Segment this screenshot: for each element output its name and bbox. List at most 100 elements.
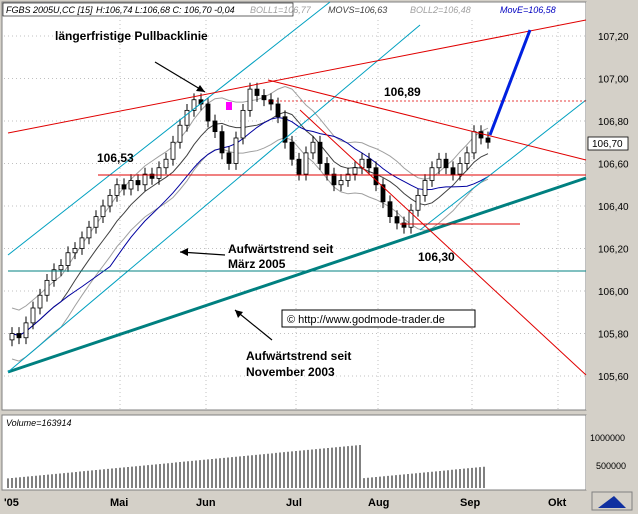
candle-body: [79, 237, 85, 249]
price-tick-label: 107,00: [598, 75, 629, 86]
candle-body: [212, 120, 218, 133]
volume-tick-1000000: 1000000: [590, 433, 625, 443]
price-tick-label: 106,00: [598, 287, 629, 298]
candle-body: [107, 194, 113, 207]
price-tick-label: 106,60: [598, 160, 629, 171]
candle-body: [275, 103, 281, 118]
moving-average-simple: [11, 111, 489, 337]
candle-body: [100, 205, 106, 218]
candle-body: [268, 99, 274, 105]
price-axis: 107,20 107,00 106,80 106,60 106,40 106,20 106,…: [598, 32, 629, 383]
candle-body: [415, 194, 421, 211]
candle-body: [457, 163, 463, 175]
candle-body: [471, 131, 477, 154]
copyright-box: [281, 309, 476, 328]
candle-body: [401, 222, 407, 228]
candle-body: [65, 252, 71, 266]
nov-arrow-line: [234, 309, 273, 341]
volume-axis: 1000000 500000: [590, 433, 626, 471]
pullback-line: [7, 19, 587, 134]
volume-axis-panel: [586, 415, 636, 490]
level-10653-label: 106,53: [97, 151, 134, 165]
candle-body: [170, 141, 176, 160]
trend-lines: [7, 1, 587, 376]
header-move: MovE=106,58: [500, 5, 556, 15]
candle-body: [366, 158, 372, 169]
channel-upper-line: [7, 1, 331, 256]
nov-arrow-head: [235, 310, 243, 318]
candle-body: [86, 226, 92, 239]
forecast-arrow-shaft: [488, 29, 532, 136]
candle-body: [30, 307, 36, 324]
trend-march-label-2: März 2005: [228, 257, 286, 271]
volume-panel: [1, 414, 587, 491]
candle-body: [408, 209, 414, 228]
header-boll1: BOLL1=106,77: [250, 5, 312, 15]
steep-down-line: [299, 109, 587, 376]
candle-body: [23, 322, 29, 339]
candle-body: [331, 173, 337, 186]
candle-body: [219, 131, 225, 154]
candle-body: [51, 269, 57, 281]
candle-body: [191, 99, 197, 111]
time-label-aug: Aug: [368, 497, 389, 509]
candle-body: [149, 173, 155, 179]
last-price-marker: 106,70: [587, 136, 629, 151]
pullback-label: längerfristige Pullbacklinie: [55, 29, 208, 43]
time-label-okt: Okt: [548, 497, 567, 509]
time-label-jun: Jun: [196, 497, 216, 509]
candle-body: [422, 180, 428, 196]
candle-body: [247, 88, 253, 111]
header-box: [2, 2, 294, 17]
candle-body: [373, 167, 379, 186]
candle-body: [464, 152, 470, 164]
volume-label: Volume=163914: [6, 418, 71, 428]
candle-body: [303, 152, 309, 175]
candle-body: [443, 158, 449, 169]
candle-body: [352, 167, 358, 175]
header-symbol: FGBS 2005U,CC [15]: [6, 5, 93, 15]
copyright-link[interactable]: © http://www.godmode-trader.de: [287, 314, 445, 326]
candle-body: [240, 109, 246, 139]
price-tick-label: 106,40: [598, 202, 629, 213]
candle-body: [44, 279, 50, 296]
level-10689-label: 106,89: [384, 85, 421, 99]
candle-body: [478, 131, 484, 139]
last-price-box: [587, 136, 629, 151]
candle-body: [72, 248, 78, 254]
long-uptrend-line: [7, 176, 587, 374]
candle-body: [345, 173, 351, 181]
price-tick-label: 105,80: [598, 330, 629, 341]
last-price-text: 106,70: [592, 139, 623, 150]
candle-body: [205, 103, 211, 122]
pullback-arrow-head: [196, 85, 205, 92]
candle-body: [296, 158, 302, 175]
candle-body: [58, 265, 64, 271]
candle-body: [338, 180, 344, 186]
candle-body: [9, 333, 15, 341]
resistance-down-line: [267, 79, 587, 161]
pullback-arrow-line: [154, 61, 206, 93]
candle-body: [282, 116, 288, 143]
price-tick-label: 106,80: [598, 117, 629, 128]
candle-body: [450, 167, 456, 175]
trend-march-label-1: Aufwärtstrend seit: [228, 242, 333, 256]
candle-body: [121, 184, 127, 190]
channel-mid-line: [7, 24, 421, 373]
candle-body: [128, 180, 134, 190]
march-arrow-head: [180, 248, 188, 256]
candle-body: [394, 216, 400, 224]
candle-body: [289, 141, 295, 160]
header-bar: FGBS 2005U,CC [15] H:106,74 L:106,68 C: …: [2, 2, 556, 17]
candle-body: [254, 88, 260, 96]
channel-lower-line: [419, 99, 587, 231]
candle-body: [37, 294, 43, 309]
annotation-arrows: [154, 61, 273, 341]
time-axis: '05 Mai Jun Jul Aug Sep Okt: [4, 497, 567, 509]
candle-body: [380, 184, 386, 203]
candle-body: [429, 167, 435, 181]
time-label-jul: Jul: [286, 497, 302, 509]
candle-body: [16, 333, 22, 339]
candle-body: [156, 167, 162, 179]
